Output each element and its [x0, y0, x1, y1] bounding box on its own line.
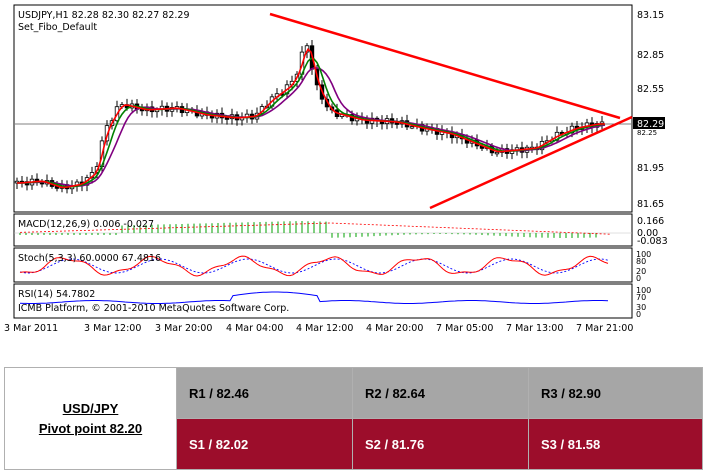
macd-layer [14, 221, 632, 238]
stoch-tick: 100 [636, 250, 651, 259]
macd-tick: 0.166 [637, 216, 664, 227]
time-label: 7 Mar 13:00 [506, 323, 563, 334]
support-s2: S2 / 81.76 [352, 418, 529, 470]
macd-tick: -0.083 [637, 236, 668, 247]
current-price-marker [633, 117, 665, 129]
time-label: 4 Mar 20:00 [366, 323, 423, 334]
stoch-tick: 80 [636, 257, 646, 266]
rsi-tick: 100 [636, 286, 651, 295]
stoch-label: Stoch(5,3,3) 60.0000 67.4816 [18, 253, 161, 264]
current-price-value: 82.29 [637, 119, 664, 130]
ma-slow-line [17, 67, 606, 187]
rsi-line [19, 291, 609, 304]
support-s1: S1 / 82.02 [176, 418, 353, 470]
time-label: 4 Mar 04:00 [226, 323, 283, 334]
trendline-upper [269, 12, 621, 120]
resistance-r2: R2 / 82.64 [352, 367, 529, 419]
stoch-layer [19, 255, 609, 277]
trendline-lower [429, 115, 633, 210]
rsi-label: RSI(14) 54.7802 [18, 289, 95, 300]
candle-body [394, 122, 400, 125]
pivot-table: USD/JPY Pivot point 82.20 R1 / 82.46 R2 … [4, 367, 703, 470]
pivot-info-cell: USD/JPY Pivot point 82.20 [4, 367, 177, 470]
pivot-point: Pivot point 82.20 [38, 420, 143, 436]
rsi-tick: 0 [636, 310, 641, 319]
chart-canvas[interactable]: USDJPY,H1 82.28 82.30 82.27 82.29 Set_Fi… [0, 0, 706, 340]
price-tick: 83.15 [637, 10, 664, 21]
currency-pair: USD/JPY [62, 400, 119, 416]
copyright-text: ICMB Platform, © 2001-2010 MetaQuotes So… [18, 303, 289, 314]
price-tick: 81.65 [637, 199, 664, 210]
time-label: 3 Mar 20:00 [155, 323, 212, 334]
template-name: Set_Fibo_Default [18, 22, 97, 33]
candle-body [494, 151, 500, 155]
candle-body [224, 117, 230, 120]
symbol-header: USDJPY,H1 82.28 82.30 82.27 82.29 [18, 10, 190, 21]
time-label: 7 Mar 21:00 [576, 323, 633, 334]
price-tick: 82.85 [637, 50, 664, 61]
rsi-layer [19, 291, 609, 304]
price-tick: 82.55 [637, 84, 664, 95]
resistance-r3: R3 / 82.90 [528, 367, 703, 419]
main-chart-layer [14, 12, 633, 210]
stoch-tick: 0 [636, 274, 641, 283]
stoch-main-line [19, 255, 609, 277]
candle-body [104, 125, 110, 142]
macd-tick: 0.00 [637, 228, 658, 239]
macd-label: MACD(12,26,9) 0.006 -0.027 [18, 219, 154, 230]
price-chart[interactable]: USDJPY,H1 82.28 82.30 82.27 82.29 Set_Fi… [0, 0, 706, 340]
rsi-tick: 70 [636, 293, 646, 302]
main-chart-frame [13, 4, 633, 213]
price-tick: 81.95 [637, 163, 664, 174]
candle-body [409, 126, 415, 129]
rsi-tick: 30 [636, 303, 646, 312]
macd-panel-frame [13, 213, 633, 247]
time-label: 3 Mar 2011 [4, 323, 58, 334]
time-label: 3 Mar 12:00 [84, 323, 141, 334]
stoch-tick: 20 [636, 267, 646, 276]
resistance-r1: R1 / 82.46 [176, 367, 353, 419]
time-label: 7 Mar 05:00 [436, 323, 493, 334]
ma-fast-line [16, 48, 605, 189]
current-price-sub: 82.25 [637, 129, 657, 137]
support-s3: S3 / 81.58 [528, 418, 703, 470]
time-label: 4 Mar 12:00 [296, 323, 353, 334]
